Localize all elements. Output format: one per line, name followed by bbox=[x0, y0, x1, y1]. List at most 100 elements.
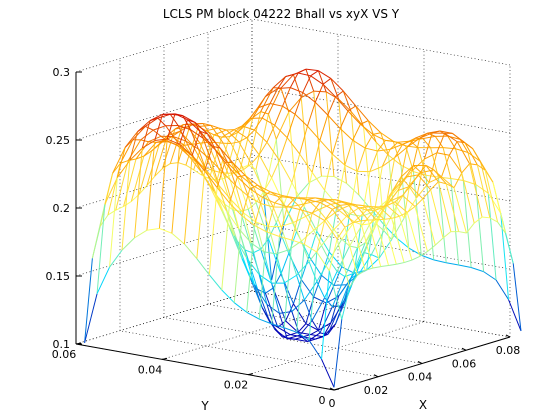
mesh-line-x bbox=[339, 110, 349, 129]
mesh-line-x bbox=[367, 120, 377, 143]
mesh-line-x bbox=[459, 139, 469, 153]
mesh-line-y bbox=[258, 154, 273, 178]
mesh-line-y bbox=[280, 74, 294, 89]
mesh-line-y bbox=[300, 229, 315, 242]
mesh-line-y bbox=[262, 117, 275, 126]
mesh-line-x bbox=[265, 287, 274, 294]
mesh-line-x bbox=[213, 190, 223, 211]
mesh-line-y bbox=[444, 132, 458, 143]
mesh-line-y bbox=[293, 215, 307, 223]
mesh-line-x bbox=[395, 206, 405, 219]
mesh-line-x bbox=[438, 181, 447, 185]
mesh-line-x bbox=[386, 201, 395, 207]
mesh-line-x bbox=[313, 230, 322, 246]
mesh-line-x bbox=[341, 287, 351, 320]
mesh-line-y bbox=[177, 125, 191, 131]
mesh-line-x bbox=[328, 238, 338, 271]
mesh-line-x bbox=[328, 259, 338, 272]
mesh-line-y bbox=[344, 164, 358, 172]
mesh-line-y bbox=[249, 188, 263, 198]
mesh-line-y bbox=[279, 236, 293, 241]
mesh-line-y bbox=[84, 293, 98, 343]
mesh-line-x bbox=[212, 145, 221, 149]
mesh-line-x bbox=[99, 214, 109, 227]
mesh-line-x bbox=[268, 113, 277, 140]
mesh-line-x bbox=[237, 174, 246, 178]
mesh-line-x bbox=[266, 124, 276, 143]
mesh-line-y bbox=[145, 117, 159, 127]
mesh-line-y bbox=[227, 162, 241, 176]
mesh-line-y bbox=[327, 305, 341, 335]
mesh-line-y bbox=[293, 303, 307, 324]
mesh-line-y bbox=[257, 103, 271, 109]
mesh-line-y bbox=[389, 143, 403, 150]
mesh-line-y bbox=[322, 83, 336, 98]
mesh-line-y bbox=[346, 182, 360, 196]
mesh-line-x bbox=[397, 141, 406, 147]
mesh-line-y bbox=[287, 206, 300, 210]
mesh-line-x bbox=[271, 160, 280, 178]
mesh-line-y bbox=[370, 230, 385, 255]
mesh-line-x bbox=[389, 141, 399, 150]
mesh-line-x bbox=[252, 248, 261, 254]
mesh-line-x bbox=[466, 222, 475, 234]
mesh-line-y bbox=[377, 148, 391, 152]
mesh-line-x bbox=[324, 153, 333, 191]
mesh-line-x bbox=[272, 273, 282, 289]
mesh-line-y bbox=[371, 206, 385, 220]
mesh-line-y bbox=[218, 127, 232, 144]
mesh-line-y bbox=[219, 172, 234, 210]
mesh-line-y bbox=[311, 212, 325, 222]
mesh-line-x bbox=[450, 178, 460, 266]
mesh-line-x bbox=[308, 231, 318, 257]
mesh-line-y bbox=[333, 284, 347, 286]
mesh-line-x bbox=[235, 185, 245, 213]
mesh-line-y bbox=[395, 185, 410, 207]
grid-line-y-floor bbox=[247, 321, 425, 375]
mesh-line-y bbox=[194, 122, 209, 135]
x-tick-label: 0.08 bbox=[496, 344, 521, 357]
mesh-line-x bbox=[380, 132, 389, 156]
mesh-line-x bbox=[380, 264, 389, 268]
mesh-line-y bbox=[398, 216, 413, 261]
y-tick-label: 0.06 bbox=[52, 348, 77, 361]
mesh-line-y bbox=[167, 138, 180, 145]
grid-line-z-backwall-y bbox=[75, 18, 253, 73]
z-tick-label: 0.25 bbox=[46, 134, 71, 147]
mesh-line-y bbox=[247, 111, 262, 166]
mesh-line-y bbox=[448, 154, 463, 174]
mesh-line-y bbox=[205, 169, 220, 186]
mesh-line-x bbox=[249, 107, 258, 119]
mesh-line-x bbox=[104, 173, 114, 205]
mesh-line-x bbox=[394, 195, 403, 203]
mesh-line-y bbox=[188, 155, 202, 173]
mesh-line-y bbox=[285, 72, 299, 78]
mesh-line-y bbox=[467, 152, 481, 162]
mesh-line-y bbox=[300, 90, 314, 99]
mesh-line-y bbox=[142, 140, 156, 149]
y-tick-mark bbox=[161, 357, 168, 360]
mesh-line-y bbox=[375, 141, 389, 156]
mesh-line-x bbox=[356, 147, 366, 172]
mesh-line-y bbox=[258, 274, 272, 284]
mesh-line-x bbox=[453, 172, 463, 188]
y-tick-mark bbox=[333, 388, 340, 391]
mesh-line-y bbox=[230, 143, 245, 170]
mesh-line-y bbox=[210, 159, 224, 174]
mesh-line-y bbox=[324, 220, 338, 240]
mesh-line-y bbox=[422, 135, 436, 140]
mesh-line-x bbox=[197, 148, 207, 171]
mesh-line-x bbox=[477, 164, 486, 171]
mesh-line-y bbox=[375, 219, 390, 266]
mesh-line-y bbox=[185, 126, 199, 166]
mesh-line-x bbox=[319, 198, 328, 203]
mesh-line-y bbox=[318, 203, 332, 211]
mesh-line-x bbox=[363, 126, 372, 210]
mesh-line-y bbox=[352, 242, 366, 274]
mesh-line-y bbox=[233, 235, 248, 259]
mesh-line-x bbox=[225, 210, 235, 236]
mesh-line-x bbox=[399, 211, 408, 217]
mesh-line-y bbox=[445, 183, 460, 232]
mesh-line-y bbox=[406, 212, 421, 257]
mesh-line-x bbox=[177, 162, 187, 166]
